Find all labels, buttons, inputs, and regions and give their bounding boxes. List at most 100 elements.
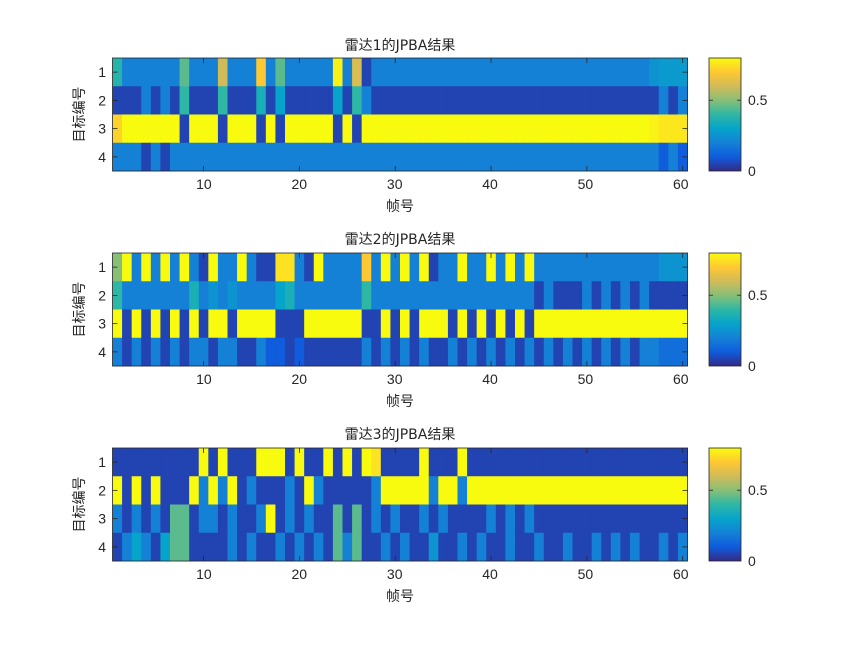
heatmap-cell: [639, 281, 650, 310]
heatmap-cell: [591, 448, 602, 477]
heatmap-cell: [467, 142, 478, 172]
heatmap-cell: [131, 142, 142, 172]
heatmap-cell: [217, 114, 228, 144]
heatmap-cell: [409, 58, 420, 87]
heatmap-cell: [304, 253, 315, 282]
plot-frame: [112, 252, 688, 367]
heatmap-cell: [170, 86, 180, 115]
heatmap-cell: [534, 114, 545, 144]
y-tick-label: 4: [98, 539, 106, 555]
heatmap-cell: [371, 142, 382, 172]
heatmap-cell: [179, 448, 190, 477]
heatmap-cell: [198, 114, 209, 144]
heatmap-cell: [409, 504, 420, 534]
heatmap-cell: [275, 337, 286, 367]
heatmap-cell: [275, 58, 286, 87]
heatmap-cell: [591, 532, 602, 562]
heatmap-cell: [591, 281, 602, 310]
heatmap-cell: [409, 476, 420, 505]
heatmap-cell: [237, 476, 248, 505]
heatmap-cell: [419, 476, 430, 505]
heatmap-cell: [275, 504, 286, 534]
heatmap-cell: [332, 142, 343, 172]
heatmap-cell: [524, 86, 535, 115]
heatmap-cell: [285, 58, 295, 87]
heatmap-cell: [409, 142, 420, 172]
heatmap-cell: [390, 114, 401, 144]
heatmap-cell: [294, 281, 305, 310]
heatmap-cell: [170, 532, 180, 562]
heatmap-cell: [160, 86, 171, 115]
heatmap-cell: [170, 309, 180, 339]
heatmap-cell: [256, 58, 267, 87]
heatmap-cell: [237, 281, 248, 310]
heatmap-cell: [639, 504, 650, 534]
heatmap-cell: [591, 114, 602, 144]
heatmap-cell: [658, 281, 669, 310]
heatmap-cell: [332, 281, 343, 310]
colorbar-tick-label: 0.5: [748, 92, 768, 108]
heatmap-cell: [150, 337, 161, 367]
heatmap-cell: [285, 114, 295, 144]
heatmap-cell: [265, 114, 276, 144]
heatmap-cell: [208, 142, 219, 172]
heatmap-cell: [515, 504, 525, 534]
heatmap-cell: [342, 58, 353, 87]
heatmap-cell: [601, 337, 612, 367]
heatmap-cell: [543, 309, 554, 339]
heatmap-cell: [237, 114, 248, 144]
heatmap-cell: [467, 86, 478, 115]
heatmap-cell: [582, 58, 593, 87]
heatmap-cell: [246, 448, 257, 477]
heatmap-cell: [639, 142, 650, 172]
heatmap-cell: [122, 504, 133, 534]
heatmap-cell: [467, 532, 478, 562]
heatmap-cell: [428, 532, 439, 562]
heatmap-cell: [342, 504, 353, 534]
heatmap-cell: [198, 86, 209, 115]
heatmap-cell: [217, 58, 228, 87]
x-axis-label: 帧号: [386, 589, 414, 605]
x-tick-label: 50: [578, 371, 594, 387]
heatmap-cell: [265, 281, 276, 310]
heatmap-cell: [610, 281, 621, 310]
heatmap-cell: [639, 114, 650, 144]
heatmap-cell: [495, 504, 506, 534]
heatmap-cell: [419, 253, 430, 282]
heatmap-cell: [658, 309, 669, 339]
heatmap-cell: [649, 504, 660, 534]
heatmap-cell: [256, 476, 267, 505]
heatmap-cell: [534, 337, 545, 367]
heatmap-cell: [361, 476, 372, 505]
y-tick-label: 1: [98, 454, 106, 470]
heatmap-cell: [476, 253, 487, 282]
heatmap-cell: [457, 142, 468, 172]
heatmap-cell: [208, 58, 219, 87]
heatmap-cell: [486, 504, 497, 534]
heatmap-cell: [572, 309, 583, 339]
heatmap-cell: [131, 504, 142, 534]
x-tick-label: 40: [482, 371, 498, 387]
heatmap-cell: [534, 448, 545, 477]
heatmap-cell: [582, 337, 593, 367]
heatmap-cell: [562, 253, 573, 282]
heatmap-cell: [495, 532, 506, 562]
heatmap-cell: [620, 532, 631, 562]
heatmap-cell: [198, 253, 209, 282]
heatmap-cell: [227, 504, 238, 534]
heatmap-cell: [256, 86, 267, 115]
heatmap-cell: [438, 476, 449, 505]
heatmap-cell: [361, 58, 372, 87]
heatmap-cell: [227, 86, 238, 115]
heatmap-cell: [275, 86, 286, 115]
x-tick-label: 20: [292, 566, 308, 582]
heatmap-cell: [486, 532, 497, 562]
heatmap-cell: [476, 58, 487, 87]
heatmap-cell: [332, 532, 343, 562]
heatmap-cell: [332, 253, 343, 282]
heatmap-cell: [256, 337, 267, 367]
heatmap-cell: [515, 337, 525, 367]
heatmap-cell: [553, 86, 564, 115]
heatmap-cell: [438, 309, 449, 339]
heatmap-cell: [476, 476, 487, 505]
